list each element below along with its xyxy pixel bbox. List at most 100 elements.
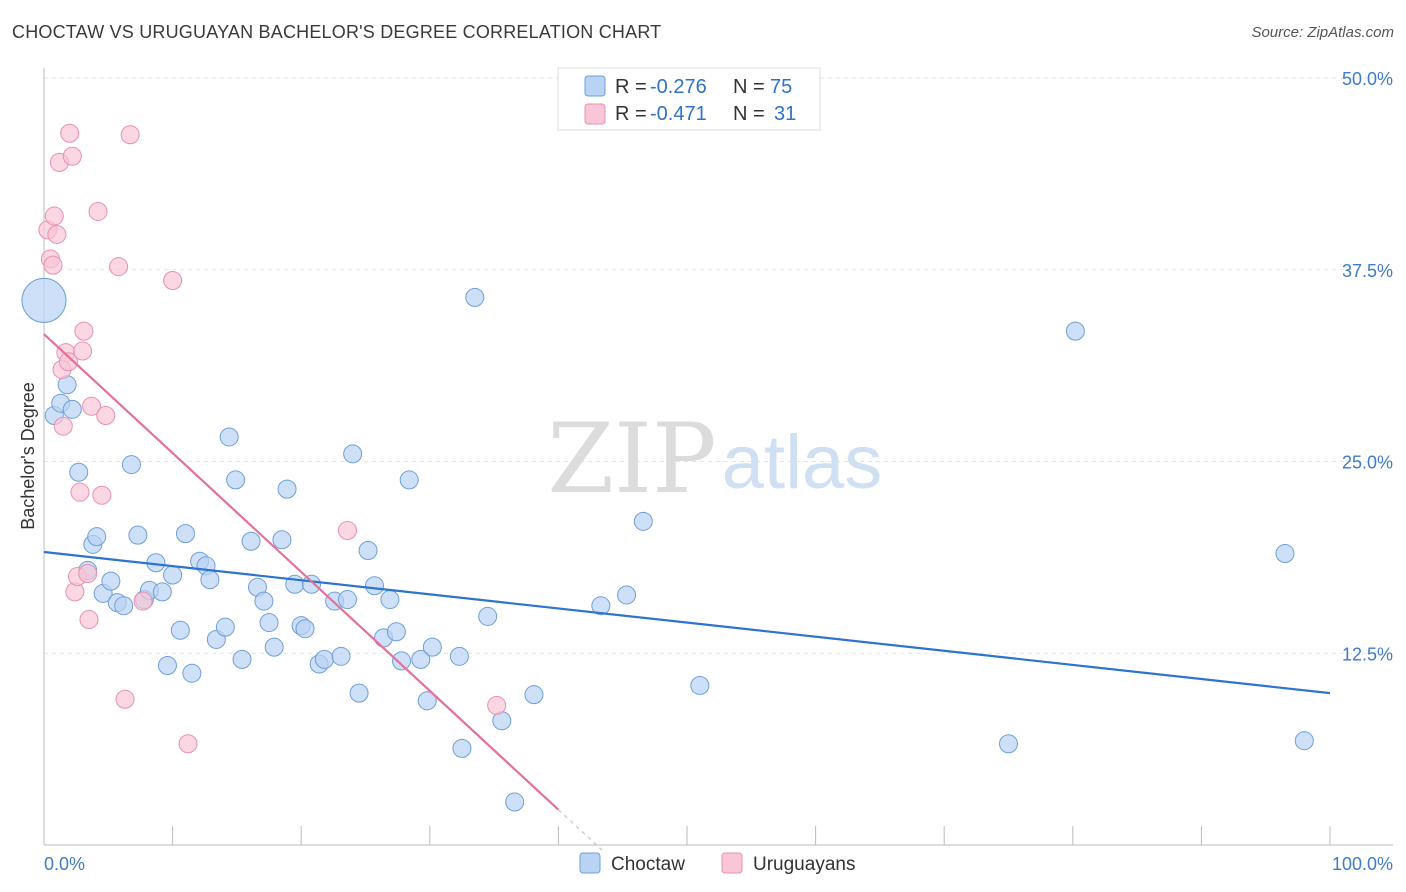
- uruguayan-point: [92, 485, 112, 505]
- watermark-atlas: atlas: [722, 420, 883, 505]
- choctaw-point: [465, 287, 485, 307]
- uruguayan-trendline: [43, 333, 560, 811]
- uruguayan-point: [60, 123, 80, 143]
- uruguayan-point: [58, 352, 78, 372]
- uruguayan-point: [47, 224, 67, 244]
- choctaw-point: [399, 470, 419, 490]
- uruguayan-point: [120, 125, 140, 145]
- trendlines: [43, 333, 1331, 851]
- choctaw-point: [617, 585, 637, 605]
- x-tick-label-min: 0.0%: [44, 854, 85, 874]
- choctaw-point: [121, 455, 141, 475]
- choctaw-point: [633, 511, 653, 531]
- choctaw-point: [411, 649, 431, 669]
- bottom-legend-swatch-uruguayan: [721, 852, 743, 874]
- uruguayan-point: [115, 689, 135, 709]
- choctaw-point: [182, 663, 202, 683]
- legend-r-label-uruguayan: R =: [615, 103, 647, 125]
- legend-r-label-choctaw: R =: [615, 76, 647, 98]
- choctaw-point: [343, 444, 363, 464]
- choctaw-point: [170, 620, 190, 640]
- choctaw-point: [505, 792, 525, 812]
- uruguayan-point: [178, 734, 198, 754]
- choctaw-point: [358, 540, 378, 560]
- choctaw-point: [301, 574, 321, 594]
- choctaw-point: [226, 470, 246, 490]
- y-tick-label: 37.5%: [1342, 261, 1393, 281]
- bottom-legend-uruguayans: Uruguayans: [753, 854, 855, 875]
- bottom-legend-choctaw: Choctaw: [611, 854, 685, 875]
- choctaw-trendline: [43, 550, 1331, 695]
- legend-n-label-uruguayan: N =: [733, 103, 765, 125]
- choctaw-point: [114, 596, 134, 616]
- choctaw-point: [380, 590, 400, 610]
- choctaw-point: [1275, 544, 1295, 564]
- choctaw-point: [215, 617, 235, 637]
- choctaw-point: [331, 646, 351, 666]
- uruguayan-point: [43, 255, 63, 275]
- y-axis-label: Bachelor's Degree: [18, 382, 38, 530]
- uruguayan-points: [38, 123, 507, 754]
- watermark-zip: ZIP: [547, 403, 716, 515]
- y-tick-label: 25.0%: [1342, 453, 1393, 473]
- legend-n-value-uruguayan: 31: [774, 103, 796, 125]
- choctaw-point: [264, 637, 284, 657]
- choctaw-point: [254, 591, 274, 611]
- choctaw-point: [21, 277, 67, 323]
- choctaw-point: [175, 524, 195, 544]
- uruguayan-point: [487, 695, 507, 715]
- uruguayan-point: [78, 563, 98, 583]
- choctaw-point: [163, 565, 183, 585]
- uruguayan-point: [79, 610, 99, 630]
- choctaw-point: [157, 656, 177, 676]
- choctaw-point: [478, 606, 498, 626]
- uruguayan-point: [70, 482, 90, 502]
- legend-n-label-choctaw: N =: [733, 76, 765, 98]
- choctaw-point: [365, 576, 385, 596]
- choctaw-point: [101, 571, 121, 591]
- legend-swatch-uruguayan: [584, 103, 606, 125]
- uruguayan-point: [337, 521, 357, 541]
- choctaw-point: [62, 399, 82, 419]
- uruguayan-point: [74, 321, 94, 341]
- choctaw-point: [259, 613, 279, 633]
- uruguayan-point: [88, 201, 108, 221]
- choctaw-point: [690, 675, 710, 695]
- choctaw-point: [386, 622, 406, 642]
- choctaw-point: [295, 619, 315, 639]
- uruguayan-point: [53, 416, 73, 436]
- choctaw-point: [452, 738, 472, 758]
- uruguayan-point: [82, 396, 102, 416]
- choctaw-point: [1065, 321, 1085, 341]
- legend-r-value-uruguayan: -0.471: [650, 103, 707, 125]
- uruguayan-point: [96, 405, 116, 425]
- uruguayan-point: [73, 341, 93, 361]
- legend-swatch-choctaw: [584, 75, 606, 97]
- uruguayan-point: [163, 270, 183, 290]
- choctaw-point: [591, 596, 611, 616]
- y-tick-labels: 12.5% 25.0% 37.5% 50.0%: [1342, 69, 1393, 664]
- bottom-legend-swatch-choctaw: [579, 852, 601, 874]
- choctaw-point: [128, 525, 148, 545]
- choctaw-point: [1294, 731, 1314, 751]
- choctaw-point: [999, 734, 1018, 754]
- choctaw-point: [272, 530, 292, 550]
- choctaw-point: [349, 683, 369, 703]
- choctaw-point: [449, 646, 469, 666]
- chart-title: CHOCTAW VS URUGUAYAN BACHELOR'S DEGREE C…: [12, 22, 662, 42]
- y-tick-label: 12.5%: [1342, 644, 1393, 664]
- choctaw-point: [200, 570, 220, 590]
- choctaw-point: [232, 649, 252, 669]
- grid-lines: [44, 77, 1393, 654]
- choctaw-point: [392, 651, 412, 671]
- uruguayan-point: [62, 146, 82, 166]
- x-tick-label-max: 100.0%: [1332, 854, 1393, 874]
- bottom-legend: Choctaw Uruguayans: [579, 852, 855, 875]
- choctaw-points: [21, 277, 1314, 812]
- choctaw-point: [417, 691, 437, 711]
- legend-box: R = -0.276 N = 75 R = -0.471 N = 31: [557, 67, 821, 131]
- choctaw-point: [314, 649, 334, 669]
- legend-r-value-choctaw: -0.276: [650, 76, 707, 98]
- source-credit: Source: ZipAtlas.com: [1251, 24, 1394, 41]
